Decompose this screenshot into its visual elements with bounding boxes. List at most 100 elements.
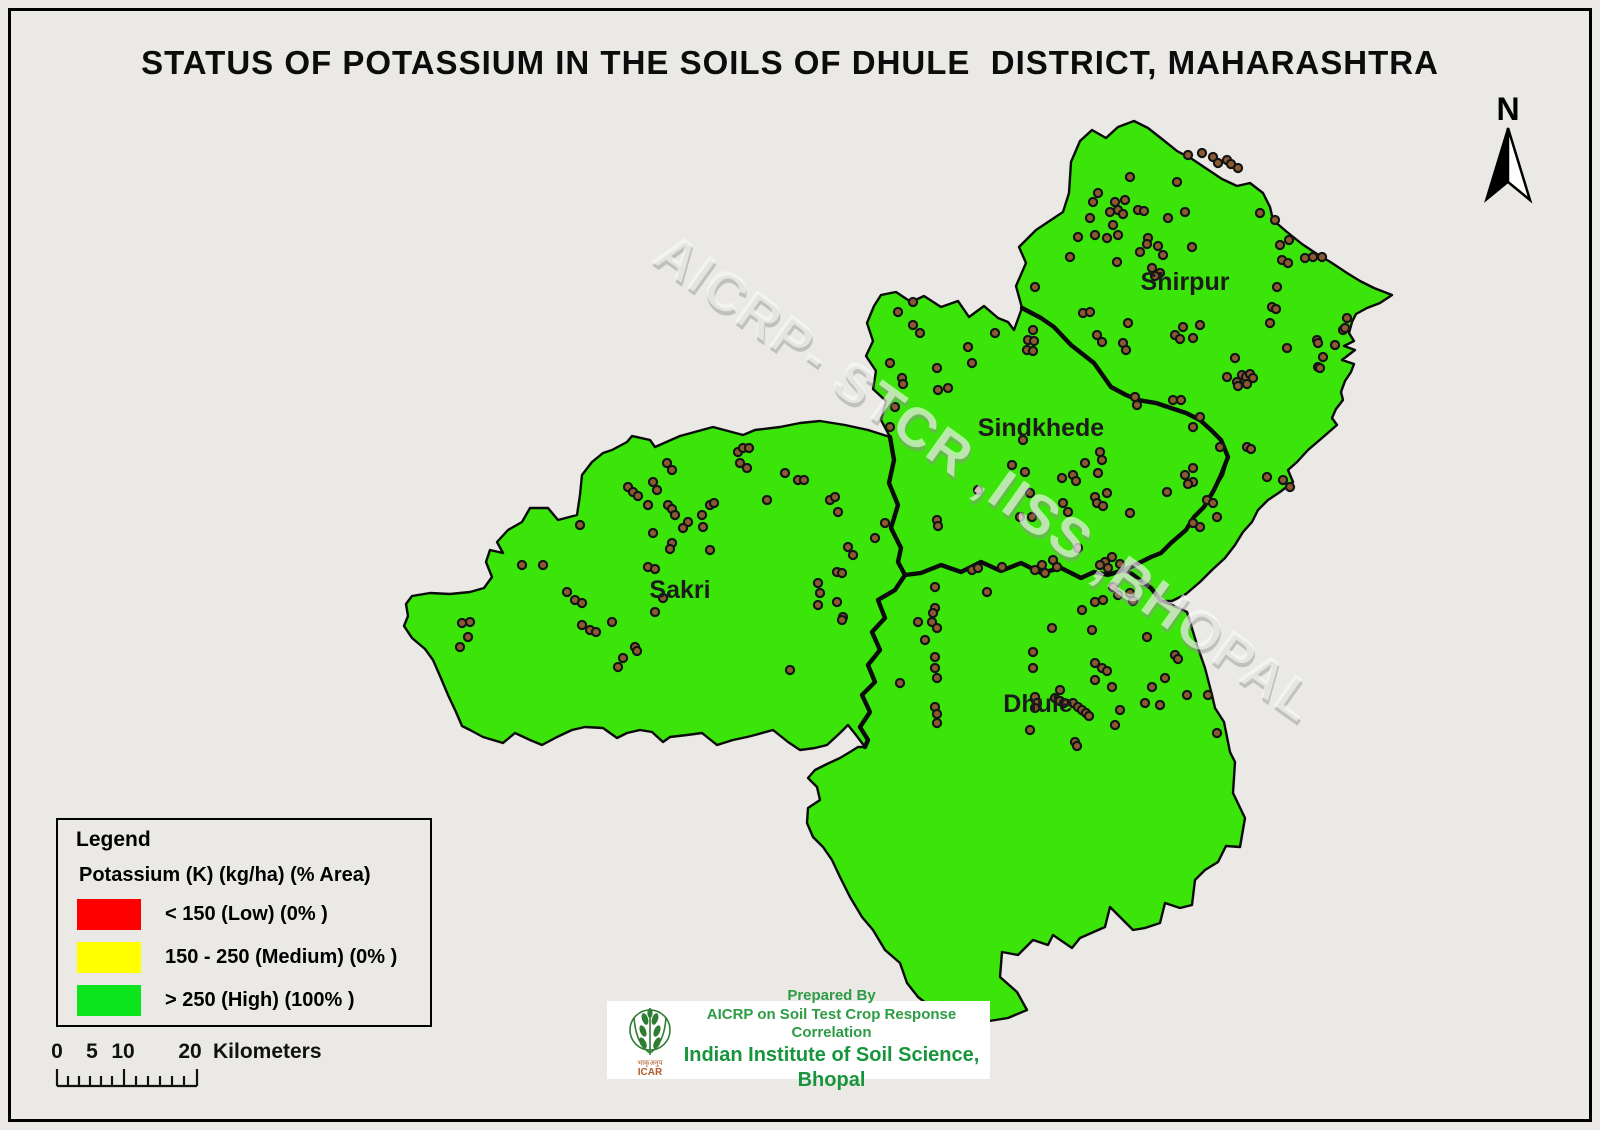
sample-dot [962, 341, 974, 353]
sample-dot [1141, 238, 1153, 250]
taluka-boundary-2 [902, 559, 1126, 581]
sample-dot [932, 520, 944, 532]
sample-dot [1051, 561, 1063, 573]
sample-dot [1194, 411, 1206, 423]
sample-dot [1114, 704, 1126, 716]
legend-swatch-2 [77, 985, 141, 1016]
sample-dot [1094, 446, 1106, 458]
sample-dot [1029, 564, 1041, 576]
sample-dot [836, 614, 848, 626]
sample-dot [1138, 205, 1150, 217]
legend-label-0: < 150 (Low) (0% ) [165, 903, 328, 925]
sample-dot [1117, 208, 1129, 220]
sample-dot [1172, 653, 1184, 665]
sample-dot [931, 717, 943, 729]
sample-dot [696, 509, 708, 521]
sample-dot [1086, 624, 1098, 636]
sample-dot [1264, 317, 1276, 329]
sample-dot [1097, 500, 1109, 512]
sample-dot [942, 382, 954, 394]
sample-dot [1101, 487, 1113, 499]
sample-dot [1316, 251, 1328, 263]
sample-dot [617, 652, 629, 664]
sample-dot [1187, 332, 1199, 344]
sample-dot [798, 474, 810, 486]
sample-dot [892, 306, 904, 318]
sample-dot [1014, 511, 1026, 523]
sample-dot [966, 357, 978, 369]
scale-unit-label: Kilometers [213, 1040, 322, 1063]
sample-dot [1129, 391, 1141, 403]
sample-dot [1157, 249, 1169, 261]
sample-dot [657, 592, 669, 604]
sample-dot [812, 599, 824, 611]
credit-line-2: AICRP on Soil Test Crop Response Correla… [706, 1005, 957, 1042]
sample-dot [1141, 631, 1153, 643]
sample-dot [561, 586, 573, 598]
sample-dot [1101, 665, 1113, 677]
sample-dot [931, 672, 943, 684]
sample-dot [1339, 322, 1351, 334]
sample-dot [1214, 441, 1226, 453]
sample-dot [1054, 684, 1066, 696]
taluka-boundary-5 [1120, 567, 1164, 604]
sample-dot [1084, 306, 1096, 318]
sample-dot [632, 490, 644, 502]
sample-dot [1299, 252, 1311, 264]
sample-dot [1029, 281, 1041, 293]
sample-dot [1106, 681, 1118, 693]
sample-dot [576, 619, 588, 631]
sample-dot [516, 559, 528, 571]
sample-dot [1106, 551, 1118, 563]
sample-dot [1111, 256, 1123, 268]
sample-dot [642, 499, 654, 511]
sample-dot [1024, 724, 1036, 736]
icar-logo-text: ICAR [638, 1067, 663, 1077]
north-arrow-label: N [1496, 91, 1519, 127]
sample-dot [1211, 511, 1223, 523]
sample-dot [574, 519, 586, 531]
sample-dot [1083, 710, 1095, 722]
sample-dot [1028, 335, 1040, 347]
sample-dot [1091, 329, 1103, 341]
sample-dot [1317, 351, 1329, 363]
sample-dot [1079, 457, 1091, 469]
sample-dot [1064, 251, 1076, 263]
sample-dot [1270, 303, 1282, 315]
sample-dot [741, 462, 753, 474]
sample-dot [1027, 662, 1039, 674]
sample-dot [1146, 681, 1158, 693]
sample-dot [1139, 697, 1151, 709]
sample-dot [1122, 317, 1134, 329]
sample-dot [972, 484, 984, 496]
sample-dot [734, 457, 746, 469]
sample-dot [929, 651, 941, 663]
taluka-boundary-4 [857, 572, 908, 750]
sample-dot [1112, 589, 1124, 601]
sample-dot [1221, 371, 1233, 383]
sample-dot [831, 596, 843, 608]
sample-dot [1161, 486, 1173, 498]
scale-tick-label-2: 10 [111, 1040, 135, 1063]
sample-dot [1149, 270, 1161, 282]
sample-dot [576, 597, 588, 609]
sample-dot [812, 577, 824, 589]
sample-dot [1174, 333, 1186, 345]
north-arrow-right-blade [1506, 127, 1533, 204]
sample-dot [1089, 229, 1101, 241]
sample-dot [1027, 324, 1039, 336]
sample-dot [907, 296, 919, 308]
sample-dot [1154, 699, 1166, 711]
sample-dot [1177, 321, 1189, 333]
region-label-shirpur: Shirpur [1141, 268, 1230, 296]
sample-dot [1261, 471, 1273, 483]
sample-dot [1212, 157, 1224, 169]
sample-dot [1312, 337, 1324, 349]
sample-dot [842, 541, 854, 553]
scale-tick-label-0: 0 [51, 1040, 63, 1063]
sample-dot [1207, 497, 1219, 509]
sample-dot [1307, 251, 1319, 263]
sample-dot [914, 327, 926, 339]
sample-dot [537, 559, 549, 571]
north-arrow-left-blade [1484, 127, 1509, 203]
